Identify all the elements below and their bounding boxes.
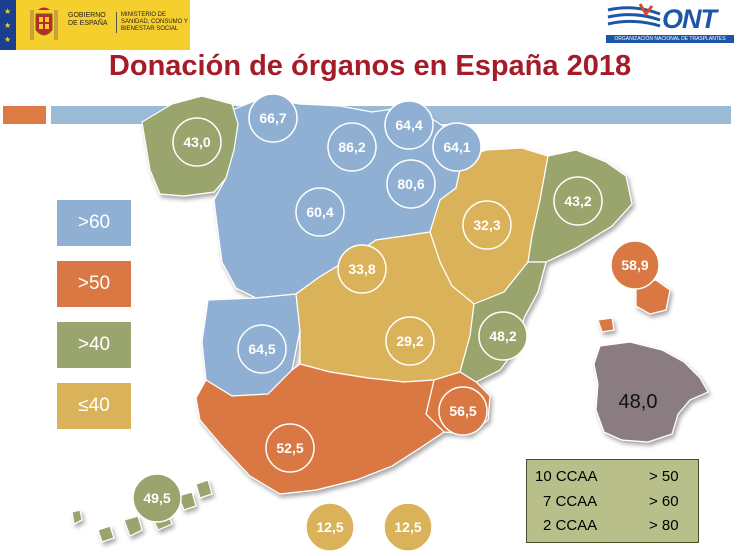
bubble-galicia: 43,0 <box>172 117 222 167</box>
svg-text:80,6: 80,6 <box>397 176 424 192</box>
bubble-madrid: 33,8 <box>337 244 387 294</box>
bubble-cantabria: 86,2 <box>327 122 377 172</box>
svg-text:64,4: 64,4 <box>395 117 422 133</box>
ministry-name: MINISTERIO DE SANIDAD, CONSUMO Y BIENEST… <box>116 12 195 33</box>
svg-text:64,5: 64,5 <box>248 341 275 357</box>
page-title: Donación de órganos en España 2018 <box>108 50 632 82</box>
svg-text:64,1: 64,1 <box>443 139 470 155</box>
svg-text:12,5: 12,5 <box>394 519 421 535</box>
bubble-baleares: 58,9 <box>610 240 660 290</box>
summary-box: 10 CCAA > 50 7 CCAA > 60 2 CCAA > 80 <box>526 459 699 543</box>
svg-text:32,3: 32,3 <box>473 217 500 233</box>
bubble-aragon: 32,3 <box>462 200 512 250</box>
svg-text:52,5: 52,5 <box>276 440 303 456</box>
coat-of-arms-icon <box>30 7 58 40</box>
svg-text:33,8: 33,8 <box>348 261 375 277</box>
bubble-la-rioja: 80,6 <box>386 159 436 209</box>
accent-bar-orange <box>3 106 46 124</box>
bubble-murcia: 56,5 <box>438 386 488 436</box>
government-logo: ★ ★ ★ GOBIERNO DE ESPAÑA MINISTERIO DE SAN… <box>0 0 190 50</box>
national-total-value: 48,0 <box>619 391 658 413</box>
svg-text:60,4: 60,4 <box>306 204 333 220</box>
legend-item-under-40: ≤40 <box>57 383 131 429</box>
legend-item-over-50: >50 <box>57 261 131 307</box>
svg-text:56,5: 56,5 <box>449 403 476 419</box>
national-inset-map <box>593 341 709 443</box>
legend-item-over-40: >40 <box>57 322 131 368</box>
bubble-castilla-la-mancha: 29,2 <box>385 316 435 366</box>
bubble-melilla: 12,5 <box>383 502 433 552</box>
bubble-valencia: 48,2 <box>478 311 528 361</box>
bubble-andalucia: 52,5 <box>265 423 315 473</box>
bubble-navarra: 64,1 <box>432 122 482 172</box>
bubble-ceuta: 12,5 <box>305 502 355 552</box>
svg-text:43,2: 43,2 <box>564 193 591 209</box>
ont-logo: ONT ORGANIZACIÓN NACIONAL DE TRASPLANTES <box>606 0 734 46</box>
region-bubbles: 43,0 66,7 86,2 64,4 64,1 80,6 60,4 32,3 <box>132 93 660 552</box>
svg-text:58,9: 58,9 <box>621 257 648 273</box>
region-andalucia <box>195 363 445 495</box>
ont-swoosh-icon <box>607 3 661 28</box>
bubble-catalunya: 43,2 <box>553 176 603 226</box>
svg-text:12,5: 12,5 <box>316 519 343 535</box>
bubble-castilla-leon: 60,4 <box>295 187 345 237</box>
svg-text:43,0: 43,0 <box>183 134 210 150</box>
ont-logo-text: ONT <box>662 4 717 34</box>
svg-text:29,2: 29,2 <box>396 333 423 349</box>
svg-text:66,7: 66,7 <box>259 110 286 126</box>
bubble-extremadura: 64,5 <box>237 324 287 374</box>
government-name: GOBIERNO DE ESPAÑA <box>68 12 108 27</box>
region-canarias <box>71 479 213 543</box>
svg-text:48,2: 48,2 <box>489 328 516 344</box>
eu-flag-icon: ★ ★ ★ <box>0 0 16 50</box>
bubble-canarias: 49,5 <box>132 473 182 523</box>
region-baleares <box>597 279 671 333</box>
legend-item-over-60: >60 <box>57 200 131 246</box>
svg-text:49,5: 49,5 <box>143 490 170 506</box>
bubble-pais-vasco: 64,4 <box>384 100 434 150</box>
bubble-asturias: 66,7 <box>248 93 298 143</box>
svg-text:86,2: 86,2 <box>338 139 365 155</box>
ont-full-name: ORGANIZACIÓN NACIONAL DE TRASPLANTES <box>606 35 734 43</box>
